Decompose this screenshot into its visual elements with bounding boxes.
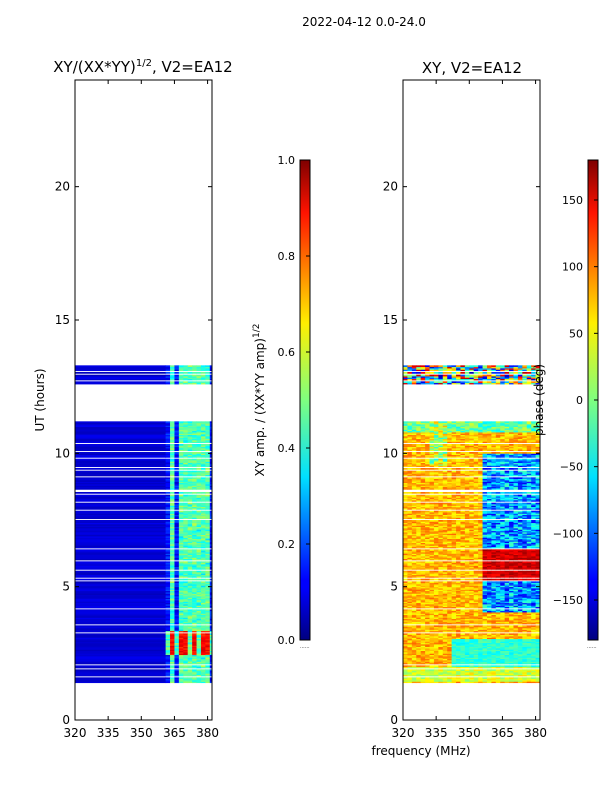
- right-x-tick-label: 365: [491, 726, 514, 740]
- left-y-tick-label: 10: [55, 446, 70, 460]
- left-y-tick-label: 5: [62, 580, 70, 594]
- left-axes: 320 335 350 365 380 0 5 10 15 20: [55, 80, 219, 740]
- right-y-tick-label: 10: [383, 446, 398, 460]
- right-heatmap: [403, 365, 540, 684]
- left-plot-frame: [74, 79, 213, 721]
- right-plot-frame: [402, 79, 541, 721]
- left-colorbar-tick-label: 1.0: [278, 154, 296, 167]
- right-axes: 320 335 350 365 380 0 5 10 15 20: [383, 80, 547, 740]
- left-y-tick-label: 0: [62, 713, 70, 727]
- right-colorbar-tick-label: 50: [569, 327, 583, 340]
- left-colorbar-label: XY amp. / (XX*YY amp)1/2: [252, 324, 267, 477]
- right-x-tick-label: 320: [392, 726, 415, 740]
- left-colorbar-tick-label: 0.8: [278, 250, 296, 263]
- right-colorbar-tick-label: −50: [560, 461, 583, 474]
- right-y-tick-label: 0: [390, 713, 398, 727]
- right-colorbar-label: phase (deg): [532, 364, 546, 436]
- left-colorbar-ticks: 0.0 0.2 0.4 0.6 0.8 1.0: [278, 154, 310, 647]
- left-colorbar-tick-label: 0.4: [278, 442, 296, 455]
- left-x-tick-label: 365: [163, 726, 186, 740]
- right-colorbar-mark: ......: [587, 644, 597, 650]
- figure-suptitle: 2022-04-12 0.0-24.0: [302, 15, 426, 29]
- right-colorbar-tick-label: −150: [553, 594, 583, 607]
- left-x-tick-label: 350: [130, 726, 153, 740]
- right-colorbar-tick-label: 150: [562, 194, 583, 207]
- right-panel-title: XY, V2=EA12: [422, 59, 522, 77]
- right-colorbar-tick-label: 0: [576, 394, 583, 407]
- left-colorbar-gradient: [299, 159, 311, 641]
- left-title-superscript: 1/2: [136, 58, 152, 69]
- left-x-tick-label: 320: [64, 726, 87, 740]
- left-colorbar-tick-label: 0.0: [278, 634, 296, 647]
- left-colorbar-label-superscript: 1/2: [252, 324, 262, 338]
- left-x-tick-label: 380: [196, 726, 219, 740]
- right-colorbar: 150 100 50 0 −50 −100 −150 phase (deg) ......: [532, 159, 599, 650]
- right-x-tick-label: 350: [458, 726, 481, 740]
- right-y-tick-label: 5: [390, 580, 398, 594]
- right-x-tick-label: 380: [524, 726, 547, 740]
- left-y-tick-label: 20: [55, 180, 70, 194]
- right-colorbar-tick-label: 100: [562, 261, 583, 274]
- right-colorbar-ticks: 150 100 50 0 −50 −100 −150: [553, 194, 598, 607]
- left-panel: XY/(XX*YY)1/2, V2=EA12 320 335 350 365 380 0 5…: [33, 58, 233, 740]
- left-colorbar-tick-label: 0.2: [278, 538, 296, 551]
- right-panel: XY, V2=EA12 320 335 350 365 380 0 5 10 15 20: [383, 59, 547, 740]
- right-x-tick-label: 335: [425, 726, 448, 740]
- left-heatmap: [75, 365, 212, 684]
- left-colorbar-mark: ......: [300, 644, 310, 650]
- left-y-axis-label: UT (hours): [33, 368, 47, 431]
- x-axis-label: frequency (MHz): [371, 744, 470, 758]
- left-colorbar: 0.0 0.2 0.4 0.6 0.8 1.0 XY amp. / (XX*YY amp)…: [252, 154, 311, 650]
- right-colorbar-tick-label: −100: [553, 527, 583, 540]
- left-x-tick-label: 335: [97, 726, 120, 740]
- left-panel-title: XY/(XX*YY)1/2, V2=EA12: [53, 58, 232, 76]
- left-colorbar-tick-label: 0.6: [278, 346, 296, 359]
- left-y-tick-label: 15: [55, 313, 70, 327]
- right-y-tick-label: 15: [383, 313, 398, 327]
- right-y-tick-label: 20: [383, 180, 398, 194]
